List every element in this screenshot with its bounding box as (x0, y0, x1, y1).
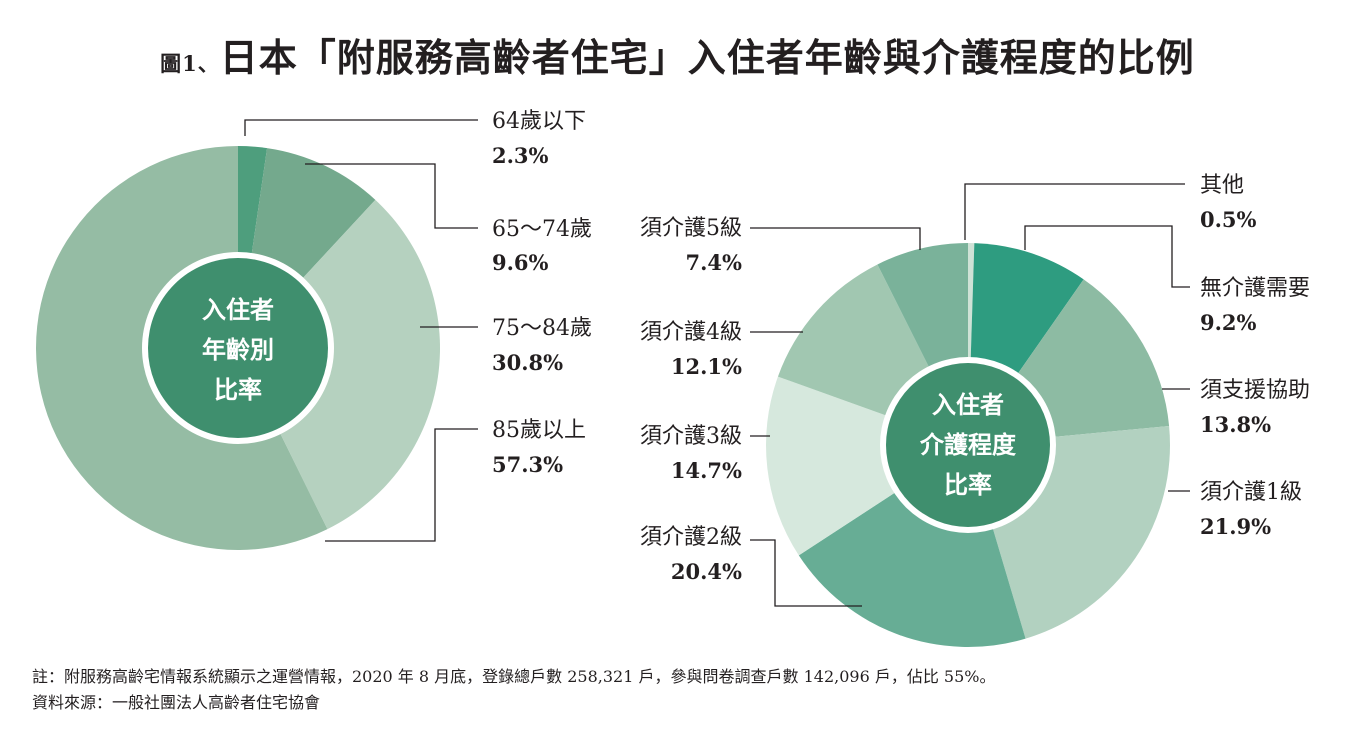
slice-label-value: 9.2% (1200, 310, 1257, 335)
leader-line-8 (750, 227, 921, 250)
leader-line-5 (750, 539, 862, 607)
center-disc (886, 363, 1050, 527)
slice-label-value: 9.6% (492, 250, 549, 275)
slice-label-value: 14.7% (671, 458, 742, 483)
leader-line-2 (1024, 225, 1190, 288)
center-label-line-3: 比率 (214, 375, 262, 404)
center-label-line-2: 年齡別 (202, 335, 274, 364)
pie-slice-3 (238, 199, 441, 530)
slice-label-name: 75～84歲 (492, 316, 592, 341)
slice-label-value: 57.3% (492, 452, 563, 477)
slice-label-value: 2.3% (492, 143, 549, 168)
title-text: 日本「附服務高齡者住宅」入住者年齡與介護程度的比例 (219, 35, 1195, 80)
leader-line-1 (964, 183, 1185, 240)
slice-label-name: 65～74歲 (492, 217, 592, 242)
slice-label-name: 64歲以下 (492, 109, 586, 134)
center-label-line-1: 入住者 (202, 295, 274, 324)
slice-label-value: 12.1% (671, 354, 742, 379)
slice-label-value: 13.8% (1200, 412, 1271, 437)
slice-label-value: 20.4% (671, 559, 742, 584)
chart-title: 圖1、日本「附服務高齡者住宅」入住者年齡與介護程度的比例 (0, 30, 1355, 92)
slice-label-value: 7.4% (686, 250, 743, 275)
slice-label-name: 須介護2級 (640, 525, 742, 550)
footnotes: 註：附服務高齡宅情報系統顯示之運營情報，2020 年 8 月底，登錄總戶數 25… (32, 664, 995, 716)
footnote-note: 註：附服務高齡宅情報系統顯示之運營情報，2020 年 8 月底，登錄總戶數 25… (32, 667, 996, 686)
slice-label-name: 85歲以上 (492, 418, 586, 443)
slice-label-name: 須支援協助 (1200, 378, 1310, 403)
center-label-line-1: 入住者 (932, 390, 1004, 419)
slice-label-value: 0.5% (1200, 207, 1257, 232)
slice-label-name: 須介護5級 (640, 216, 742, 241)
center-label-line-3: 比率 (944, 470, 992, 499)
center-disc (148, 258, 328, 438)
slice-label-name: 其他 (1200, 173, 1244, 198)
leader-line-2 (305, 163, 478, 229)
figure-label: 圖1、 (160, 51, 220, 76)
leader-line-4 (325, 428, 478, 542)
pie-slice-6 (765, 376, 968, 556)
slice-label-name: 須介護4級 (640, 320, 742, 345)
leader-line-1 (244, 119, 478, 136)
slice-label-name: 須介護1級 (1200, 480, 1302, 505)
slice-label-value: 21.9% (1200, 514, 1271, 539)
footnote-source: 資料來源：一般社團法人高齡者住宅協會 (32, 693, 321, 712)
slice-label-value: 30.8% (492, 350, 563, 375)
center-label-line-2: 介護程度 (919, 430, 1017, 459)
slice-label-name: 須介護3級 (640, 424, 742, 449)
slice-label-name: 無介護需要 (1200, 276, 1310, 301)
